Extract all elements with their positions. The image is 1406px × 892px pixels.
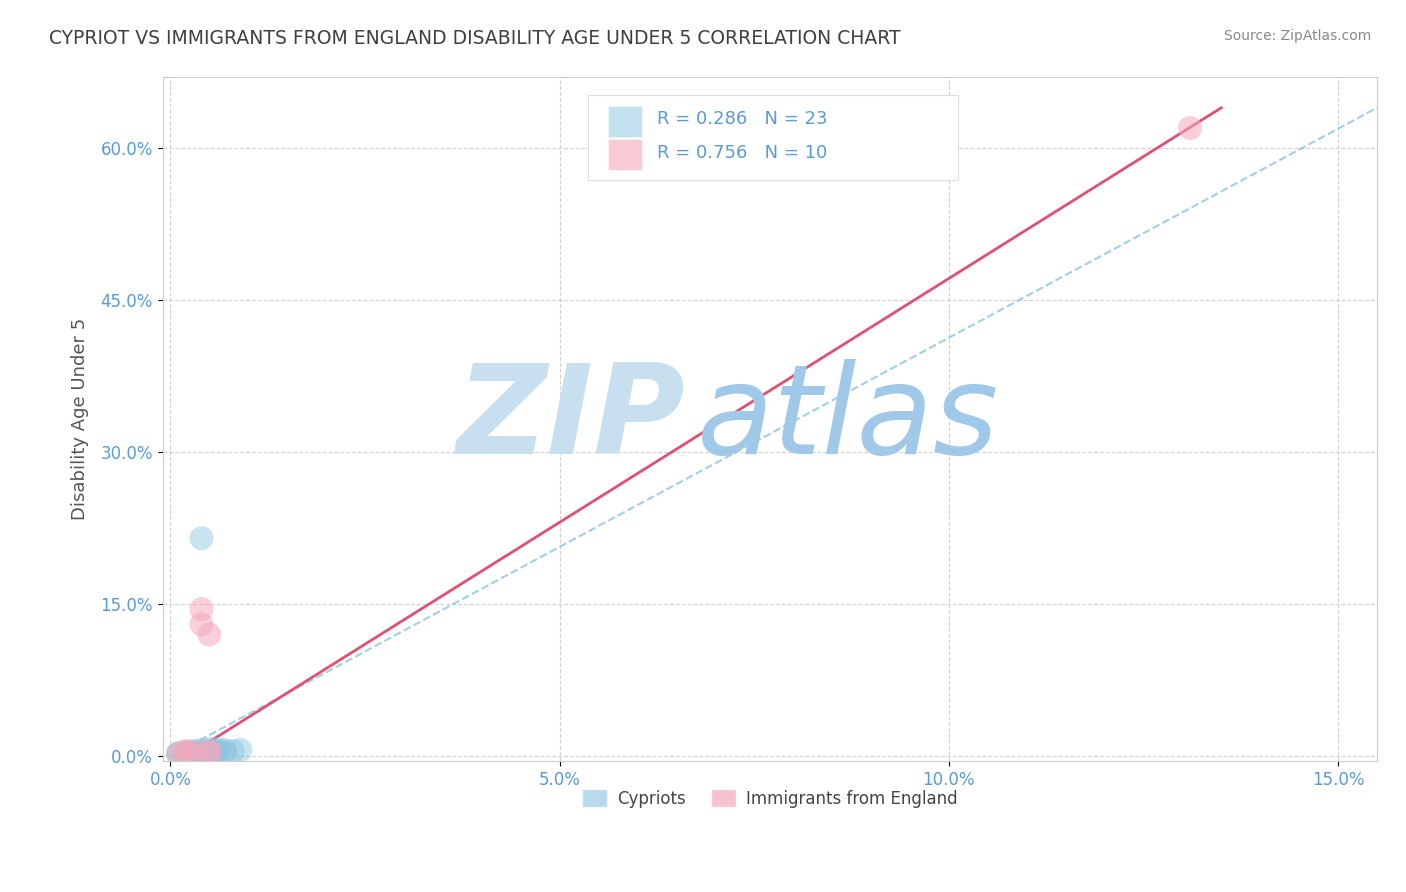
FancyBboxPatch shape: [588, 95, 957, 180]
Point: [1178, 121, 1201, 136]
Point: [198, 747, 221, 761]
Point: [229, 743, 252, 757]
Point: [198, 744, 221, 758]
Point: [174, 747, 197, 761]
Y-axis label: Disability Age Under 5: Disability Age Under 5: [72, 318, 89, 520]
Point: [205, 742, 228, 756]
Point: [198, 746, 221, 760]
Text: R = 0.756   N = 10: R = 0.756 N = 10: [657, 144, 827, 161]
Point: [205, 744, 228, 758]
Point: [174, 746, 197, 760]
Point: [198, 627, 221, 641]
FancyBboxPatch shape: [609, 139, 643, 169]
Point: [190, 617, 212, 632]
Point: [190, 747, 212, 762]
Point: [190, 746, 212, 760]
Text: R = 0.286   N = 23: R = 0.286 N = 23: [657, 110, 827, 128]
Point: [198, 742, 221, 756]
Point: [198, 745, 221, 759]
Point: [190, 602, 212, 616]
Text: Source: ZipAtlas.com: Source: ZipAtlas.com: [1223, 29, 1371, 43]
Point: [198, 744, 221, 758]
Point: [183, 746, 205, 760]
Point: [214, 743, 236, 757]
Point: [183, 744, 205, 758]
Legend: Cypriots, Immigrants from England: Cypriots, Immigrants from England: [575, 783, 965, 814]
Text: atlas: atlas: [697, 359, 1000, 480]
Point: [174, 744, 197, 758]
Point: [174, 745, 197, 759]
Point: [190, 745, 212, 759]
Point: [205, 746, 228, 760]
Point: [190, 531, 212, 545]
Point: [221, 744, 243, 758]
Text: CYPRIOT VS IMMIGRANTS FROM ENGLAND DISABILITY AGE UNDER 5 CORRELATION CHART: CYPRIOT VS IMMIGRANTS FROM ENGLAND DISAB…: [49, 29, 901, 47]
Point: [167, 747, 190, 761]
FancyBboxPatch shape: [609, 106, 643, 136]
Point: [183, 747, 205, 761]
Point: [190, 743, 212, 757]
Point: [167, 746, 190, 760]
Point: [183, 745, 205, 759]
Point: [214, 745, 236, 759]
Point: [167, 747, 190, 761]
Text: ZIP: ZIP: [456, 359, 685, 480]
